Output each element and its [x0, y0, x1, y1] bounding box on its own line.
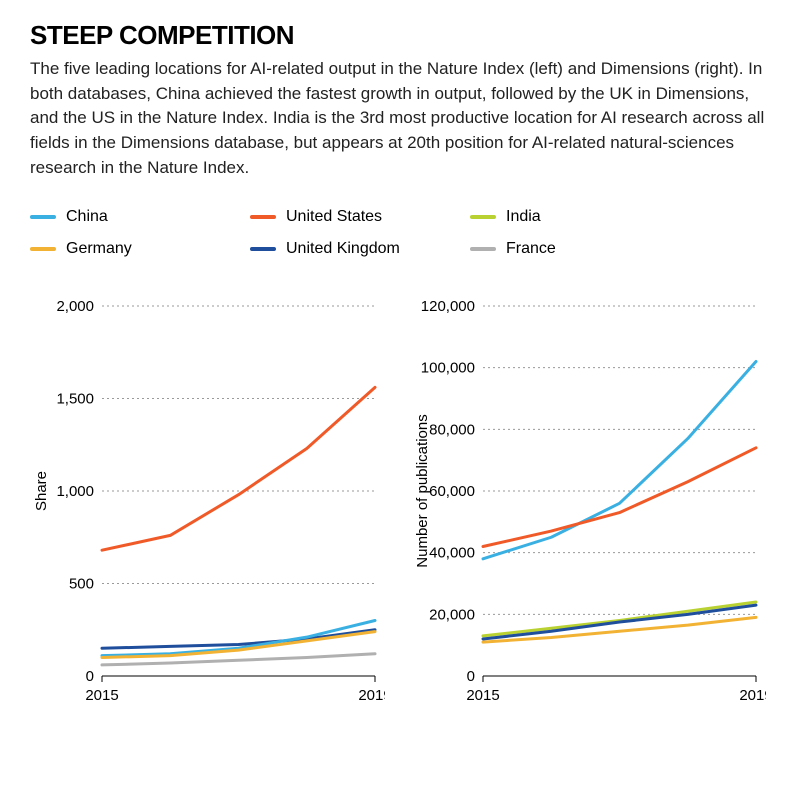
legend-label: United Kingdom	[286, 240, 400, 258]
legend-item: France	[470, 240, 670, 258]
legend-label: United States	[286, 208, 382, 226]
y-tick-label: 0	[86, 668, 94, 685]
chart-description: The five leading locations for AI-relate…	[30, 57, 770, 180]
legend-swatch	[470, 215, 496, 219]
series-line	[483, 362, 756, 559]
y-tick-label: 100,000	[421, 360, 475, 377]
y-tick-label: 60,000	[429, 483, 475, 500]
y-tick-label: 40,000	[429, 545, 475, 562]
legend-swatch	[250, 215, 276, 219]
series-line	[102, 388, 375, 551]
y-tick-label: 1,500	[56, 391, 94, 408]
x-tick-label: 2015	[466, 687, 499, 704]
legend-item: Germany	[30, 240, 230, 258]
series-line	[102, 630, 375, 649]
series-line	[483, 448, 756, 547]
legend-label: Germany	[66, 240, 132, 258]
y-tick-label: 0	[467, 668, 475, 685]
left-chart: 0 500 1,000 1,500 2,000 2015 2019 Share	[30, 296, 385, 726]
chart-title: STEEP COMPETITION	[30, 20, 770, 51]
legend-label: India	[506, 208, 541, 226]
y-tick-label: 120,000	[421, 298, 475, 315]
legend-label: China	[66, 208, 108, 226]
y-axis-label: Number of publications	[414, 414, 431, 567]
y-tick-label: 2,000	[56, 298, 94, 315]
legend-item: United States	[250, 208, 450, 226]
y-axis-label: Share	[33, 471, 50, 511]
y-tick-label: 1,000	[56, 483, 94, 500]
y-tick-label: 20,000	[429, 607, 475, 624]
legend-item: United Kingdom	[250, 240, 450, 258]
legend: China United States India Germany United Kin…	[30, 208, 770, 258]
x-tick-label: 2019	[739, 687, 766, 704]
legend-swatch	[30, 247, 56, 251]
y-tick-label: 80,000	[429, 422, 475, 439]
charts-row: 0 500 1,000 1,500 2,000 2015 2019 Share 0 20,000…	[30, 296, 770, 726]
legend-item: China	[30, 208, 230, 226]
legend-item: India	[470, 208, 670, 226]
legend-swatch	[30, 215, 56, 219]
legend-label: France	[506, 240, 556, 258]
right-chart: 0 20,000 40,000 60,000 80,000 100,000 120,000 2…	[411, 296, 766, 726]
y-tick-label: 500	[69, 576, 94, 593]
x-tick-label: 2015	[85, 687, 118, 704]
legend-swatch	[470, 247, 496, 251]
x-tick-label: 2019	[358, 687, 385, 704]
legend-swatch	[250, 247, 276, 251]
